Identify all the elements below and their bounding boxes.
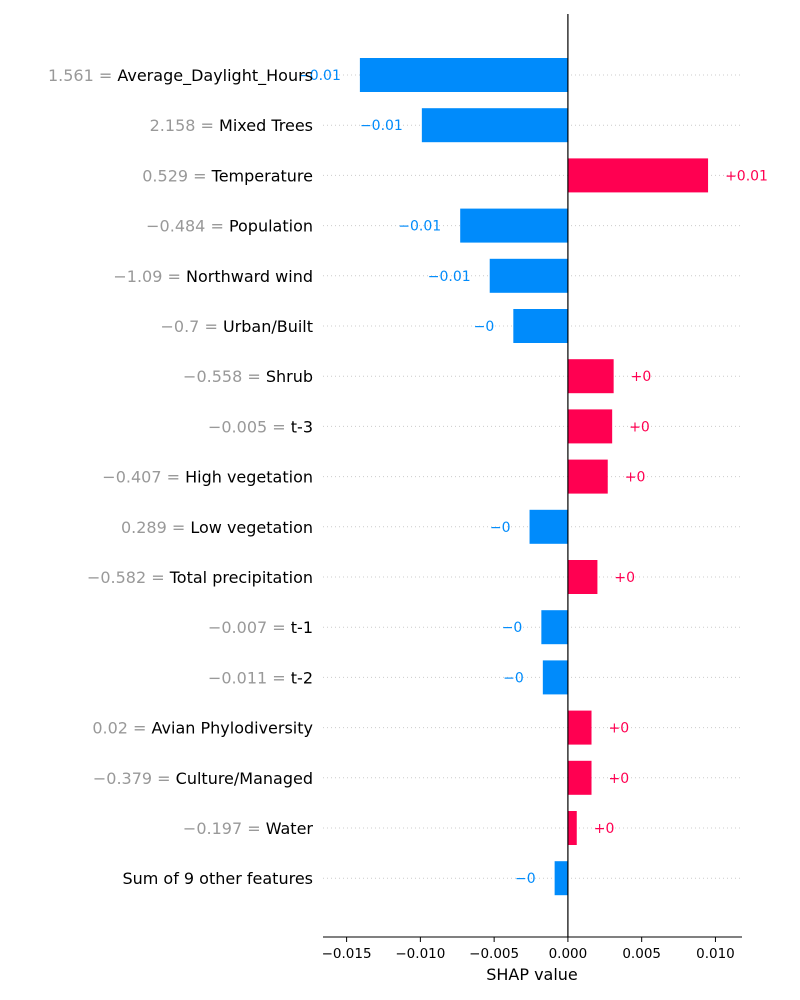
- bar-positive: [567, 359, 614, 394]
- feature-name: Sum of 9 other features: [122, 869, 313, 888]
- feature-value: −0.582 =: [87, 568, 170, 587]
- bar-layer: [359, 58, 709, 896]
- bar-value-label: −0.01: [398, 219, 441, 235]
- feature-label: −0.582 = Total precipitation: [87, 568, 313, 587]
- feature-label: −0.197 = Water: [183, 819, 314, 838]
- x-tick-label: −0.010: [395, 946, 445, 962]
- feature-value: −0.558 =: [183, 367, 266, 386]
- feature-label: 2.158 = Mixed Trees: [150, 116, 313, 135]
- feature-label: −0.484 = Population: [146, 217, 313, 236]
- x-axis-label: SHAP value: [486, 965, 578, 984]
- bar-positive: [567, 811, 577, 845]
- feature-value: −1.09 =: [113, 267, 186, 286]
- feature-value: −0.407 =: [102, 468, 185, 487]
- feature-name: Shrub: [266, 367, 313, 386]
- feature-value: −0.005 =: [208, 417, 291, 436]
- label-layer: −0.011.561 = Average_Daylight_Hours−0.01…: [48, 66, 768, 888]
- bar-positive: [567, 409, 613, 444]
- feature-value: 0.289 =: [121, 518, 190, 537]
- bar-value-label: +0: [609, 771, 630, 787]
- feature-name: Population: [229, 217, 313, 236]
- feature-name: Northward wind: [186, 267, 313, 286]
- bar-positive: [567, 760, 592, 795]
- feature-name: t-2: [291, 668, 313, 687]
- feature-value: −0.484 =: [146, 217, 229, 236]
- feature-name: t-3: [291, 417, 313, 436]
- feature-label: −0.558 = Shrub: [183, 367, 313, 386]
- bar-value-label: +0: [614, 570, 635, 586]
- bar-value-label: −0.01: [428, 269, 471, 285]
- bar-negative: [554, 861, 568, 896]
- x-axis: −0.015 −0.010 −0.005 0.000 0.005 0.010: [322, 936, 742, 962]
- x-tick-label: −0.005: [469, 946, 519, 962]
- feature-label: 0.02 = Avian Phylodiversity: [92, 719, 313, 738]
- feature-value: 1.561 =: [48, 66, 117, 85]
- feature-name: Average_Daylight_Hours: [117, 66, 313, 86]
- feature-name: Low vegetation: [190, 518, 313, 537]
- bar-value-label: +0: [631, 369, 652, 385]
- feature-value: −0.007 =: [208, 618, 291, 637]
- feature-label: −0.407 = High vegetation: [102, 468, 313, 487]
- feature-name: Culture/Managed: [176, 769, 313, 788]
- bar-value-label: +0: [629, 419, 650, 435]
- feature-name: Urban/Built: [223, 317, 313, 336]
- feature-value: 0.02 =: [92, 719, 151, 738]
- bar-negative: [421, 108, 568, 143]
- x-tick-label: 0.010: [696, 946, 735, 962]
- feature-name: Temperature: [211, 166, 313, 185]
- feature-label: Sum of 9 other features: [122, 869, 313, 888]
- bar-value-label: −0: [474, 319, 495, 335]
- grid-layer: [323, 74, 742, 879]
- bar-value-label: −0: [490, 520, 511, 536]
- bar-negative: [541, 610, 568, 645]
- bar-positive: [567, 459, 608, 494]
- feature-label: −0.7 = Urban/Built: [161, 317, 314, 336]
- bar-positive: [567, 560, 598, 594]
- bar-positive: [567, 710, 592, 745]
- bar-value-label: +0.01: [725, 168, 768, 184]
- bar-value-label: +0: [609, 721, 630, 737]
- feature-label: 0.529 = Temperature: [142, 166, 313, 185]
- feature-label: −1.09 = Northward wind: [113, 267, 313, 286]
- feature-label: 1.561 = Average_Daylight_Hours: [48, 66, 313, 86]
- bar-value-label: +0: [625, 470, 646, 486]
- bar-value-label: −0: [503, 670, 524, 686]
- feature-value: −0.011 =: [208, 668, 291, 687]
- bar-negative: [489, 258, 568, 293]
- feature-value: −0.379 =: [93, 769, 176, 788]
- bar-value-label: −0: [502, 620, 523, 636]
- feature-name: High vegetation: [185, 468, 313, 487]
- feature-name: t-1: [291, 618, 313, 637]
- feature-label: −0.005 = t-3: [208, 417, 313, 436]
- bar-value-label: −0.01: [298, 68, 341, 84]
- bar-negative: [513, 309, 568, 343]
- bar-negative: [359, 58, 568, 92]
- feature-name: Total precipitation: [169, 568, 313, 587]
- feature-value: −0.7 =: [161, 317, 223, 336]
- bar-negative: [460, 208, 568, 243]
- x-tick-label: 0.005: [622, 946, 661, 962]
- bar-value-label: −0: [515, 871, 536, 887]
- feature-name: Water: [266, 819, 314, 838]
- bar-value-label: +0: [594, 821, 615, 837]
- feature-name: Mixed Trees: [219, 116, 313, 135]
- feature-label: −0.379 = Culture/Managed: [93, 769, 313, 788]
- bar-negative: [542, 660, 568, 695]
- x-tick-label: −0.015: [322, 946, 372, 962]
- feature-value: 2.158 =: [150, 116, 219, 135]
- bar-negative: [529, 509, 568, 544]
- feature-value: 0.529 =: [142, 166, 211, 185]
- x-tick-label: 0.000: [549, 946, 588, 962]
- feature-label: −0.007 = t-1: [208, 618, 313, 637]
- feature-label: −0.011 = t-2: [208, 668, 313, 687]
- feature-value: −0.197 =: [183, 819, 266, 838]
- bar-positive: [567, 158, 709, 193]
- bar-value-label: −0.01: [360, 118, 403, 134]
- feature-name: Avian Phylodiversity: [152, 719, 313, 738]
- feature-label: 0.289 = Low vegetation: [121, 518, 313, 537]
